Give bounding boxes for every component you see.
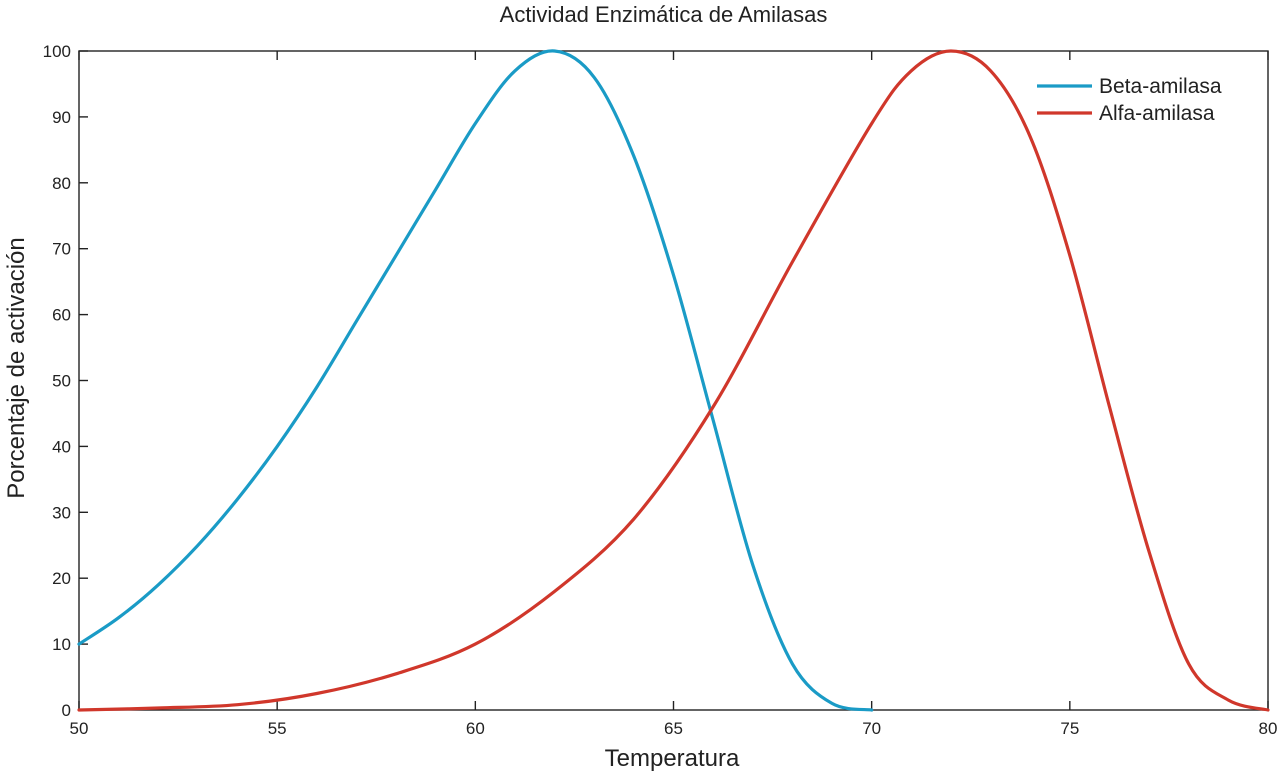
x-axis-label: Temperatura bbox=[605, 745, 740, 772]
y-tick-label: 90 bbox=[52, 108, 71, 127]
y-tick-label: 70 bbox=[52, 240, 71, 259]
y-tick-label: 30 bbox=[52, 503, 71, 522]
legend-label-1: Alfa-amilasa bbox=[1099, 102, 1215, 125]
x-tick-label: 80 bbox=[1259, 719, 1278, 738]
y-tick-label: 50 bbox=[52, 372, 71, 391]
legend: Beta-amilasa Alfa-amilasa bbox=[1037, 75, 1222, 125]
x-tick-label: 70 bbox=[862, 719, 881, 738]
y-tick-label: 100 bbox=[43, 42, 71, 61]
series-line-0 bbox=[77, 49, 874, 712]
y-axis-label: Porcentaje de activación bbox=[3, 237, 30, 499]
x-tick-label: 60 bbox=[466, 719, 485, 738]
x-tick-label: 55 bbox=[268, 719, 287, 738]
axes: 50 55 60 65 70 75 80 0 10 20 30 40 50 60 70 80 90 100 bbox=[43, 42, 1278, 738]
x-tick-label: 50 bbox=[70, 719, 89, 738]
y-tick-label: 10 bbox=[52, 635, 71, 654]
y-tick-label: 0 bbox=[62, 701, 71, 720]
y-tick-label: 80 bbox=[52, 174, 71, 193]
y-tick-label: 20 bbox=[52, 569, 71, 588]
y-tick-label: 60 bbox=[52, 306, 71, 325]
series-line-1 bbox=[77, 49, 1270, 712]
plot-frame bbox=[78, 50, 1269, 711]
x-tick-label: 75 bbox=[1060, 719, 1079, 738]
legend-label-0: Beta-amilasa bbox=[1099, 75, 1222, 98]
chart-title: Actividad Enzimática de Amilasas bbox=[500, 2, 828, 27]
y-tick-label: 40 bbox=[52, 437, 71, 456]
x-tick-label: 65 bbox=[664, 719, 683, 738]
series-layer bbox=[77, 49, 1270, 712]
